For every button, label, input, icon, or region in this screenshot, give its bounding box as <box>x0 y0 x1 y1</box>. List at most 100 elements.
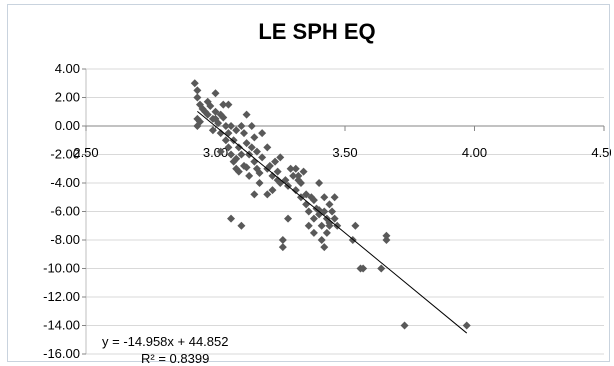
data-point <box>195 117 204 126</box>
data-point <box>221 122 230 130</box>
data-point <box>224 100 233 109</box>
y-tick-label: 2.00 <box>55 90 80 105</box>
data-point <box>206 102 215 111</box>
data-point <box>263 143 272 152</box>
data-point <box>291 186 300 195</box>
data-point <box>304 221 313 230</box>
data-point <box>309 228 318 237</box>
chart-title: LE SPH EQ <box>258 19 375 44</box>
data-point <box>304 207 313 216</box>
data-point <box>320 193 329 202</box>
data-point <box>309 214 318 223</box>
data-point <box>278 236 287 244</box>
data-point <box>317 236 326 244</box>
data-point <box>263 190 272 199</box>
data-point <box>198 104 207 113</box>
data-point <box>315 210 324 219</box>
data-point <box>239 129 248 138</box>
data-point <box>265 161 274 170</box>
x-tick-label: 2.50 <box>73 145 98 160</box>
y-tick-label: 0.00 <box>55 118 80 133</box>
data-point <box>255 169 264 178</box>
y-tick-label: -8.00 <box>50 232 80 247</box>
data-point <box>377 264 386 273</box>
data-point <box>224 129 233 138</box>
data-point <box>309 196 318 205</box>
data-point <box>242 139 251 148</box>
data-point <box>237 122 246 130</box>
data-point <box>325 218 334 227</box>
data-point <box>216 129 225 138</box>
axis-layer: 4.00 2.00 0.00 -2.00 -4.00 -6.00 -8.00 -10.00 -1… <box>43 61 611 361</box>
data-point <box>203 110 212 119</box>
data-point <box>315 206 324 215</box>
data-point <box>294 171 303 180</box>
data-points <box>190 79 471 330</box>
data-point <box>258 129 267 138</box>
data-point <box>273 176 282 185</box>
y-tick-label: -16.00 <box>43 346 80 361</box>
data-point <box>291 164 300 173</box>
data-point <box>315 179 324 187</box>
data-point <box>359 264 368 273</box>
x-tick-label: 3.00 <box>203 145 228 160</box>
trendline <box>197 111 468 334</box>
data-point <box>351 221 360 230</box>
data-point <box>227 214 236 223</box>
data-point <box>237 221 246 230</box>
data-point <box>268 186 277 195</box>
y-tick-label: -12.00 <box>43 289 80 304</box>
x-tick-label: 3.50 <box>332 145 357 160</box>
data-point <box>302 190 311 199</box>
grid-layer <box>86 68 604 355</box>
data-point <box>234 167 243 176</box>
data-point <box>242 163 251 172</box>
data-point <box>232 154 241 163</box>
data-point <box>227 122 236 130</box>
data-point <box>227 150 236 159</box>
data-point <box>330 214 339 223</box>
data-point <box>211 89 220 98</box>
y-tick-label: -4.00 <box>50 175 80 190</box>
data-point <box>330 193 339 202</box>
data-point <box>294 176 303 185</box>
data-point <box>247 143 256 152</box>
data-point <box>322 228 331 237</box>
data-point <box>245 171 254 180</box>
data-point <box>382 236 391 244</box>
data-point <box>258 153 267 162</box>
data-point <box>255 179 264 187</box>
data-point <box>252 147 261 156</box>
data-point <box>320 243 329 252</box>
data-point <box>271 157 280 166</box>
y-tick-label: -10.00 <box>43 261 80 276</box>
data-point <box>289 171 298 180</box>
data-point <box>317 221 326 230</box>
data-point <box>193 93 202 102</box>
r-squared-label: R² = 0.8399 <box>141 351 209 363</box>
data-point <box>278 243 287 252</box>
trendline-layer <box>197 111 468 334</box>
data-point <box>250 133 259 142</box>
y-tick-label: -6.00 <box>50 204 80 219</box>
data-point <box>268 171 277 180</box>
x-tick-label: 4.00 <box>462 145 487 160</box>
data-point <box>190 79 199 88</box>
chart-frame: LE SPH EQ 4.00 2.00 0.00 -2.00 -4.00 -6.00 -8.… <box>7 4 611 363</box>
data-point <box>299 167 308 176</box>
data-point <box>302 200 311 209</box>
data-point <box>247 122 256 130</box>
data-point <box>211 114 220 123</box>
data-point <box>237 150 246 159</box>
data-point <box>382 231 391 240</box>
y-tick-label: -2.00 <box>50 147 80 162</box>
data-point <box>276 153 285 162</box>
data-point <box>273 167 282 176</box>
x-tick-label: 4.50 <box>591 145 611 160</box>
data-point <box>328 207 337 216</box>
data-point <box>462 321 471 330</box>
data-point <box>211 107 220 116</box>
data-point <box>400 321 409 330</box>
data-point <box>193 86 202 95</box>
scatter-chart: LE SPH EQ 4.00 2.00 0.00 -2.00 -4.00 -6.00 -8.… <box>43 19 611 363</box>
